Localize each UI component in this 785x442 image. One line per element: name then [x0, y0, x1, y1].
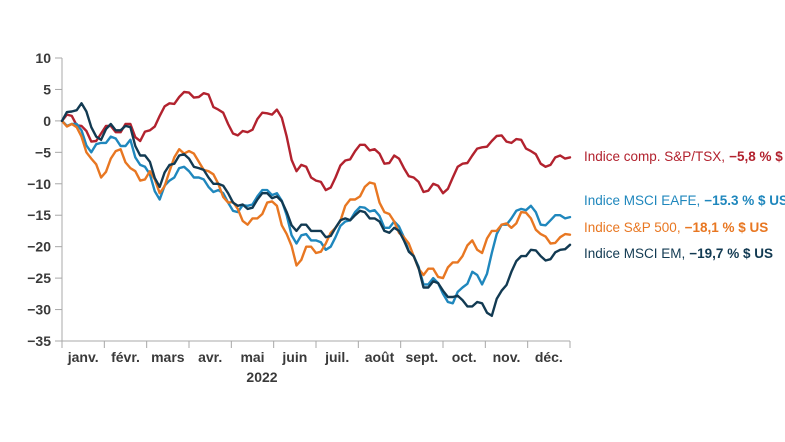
legend-value-eafe: −15.3 % $ US [704, 193, 785, 208]
y-tick-label: 10 [35, 50, 51, 66]
y-tick-label: −10 [27, 176, 51, 192]
x-tick-label: janv. [67, 349, 99, 365]
legend-item-eafe: Indice MSCI EAFE, −15.3 % $ US [584, 193, 785, 209]
x-tick-label: oct. [452, 349, 477, 365]
legend-value-sp500: −18,1 % $ US [684, 220, 769, 235]
y-tick-label: −35 [27, 333, 51, 349]
legend-item-sp500: Indice S&P 500, −18,1 % $ US [584, 220, 768, 236]
x-tick-label: févr. [111, 349, 140, 365]
y-tick-label: −15 [27, 207, 51, 223]
x-tick-label: juin [281, 349, 307, 365]
y-tick-label: −20 [27, 239, 51, 255]
y-tick-label: −5 [35, 144, 51, 160]
series-line-indice-msci-em [60, 102, 572, 317]
x-tick-label: mars [151, 349, 185, 365]
series-line-indice-comp-s-p-tsx [60, 90, 572, 195]
legend-item-em: Indice MSCI EM, −19,7 % $ US [584, 246, 773, 262]
legend-label-eafe: Indice MSCI EAFE, [584, 193, 701, 208]
x-tick-label: août [365, 349, 395, 365]
y-tick-label: 0 [43, 113, 51, 129]
x-tick-label: mai [240, 349, 264, 365]
legend-value-em: −19,7 % $ US [689, 246, 773, 261]
x-tick-label: déc. [535, 349, 563, 365]
x-tick-label: avr. [198, 349, 222, 365]
x-tick-label: nov. [493, 349, 521, 365]
y-tick-label: 5 [43, 81, 51, 97]
legend-label-sptsx: Indice comp. S&P/TSX, [584, 149, 726, 164]
legend-label-sp500: Indice S&P 500, [584, 220, 681, 235]
year-label: 2022 [246, 369, 277, 385]
legend-item-sptsx: Indice comp. S&P/TSX,−5,8 % $ US [584, 149, 785, 165]
x-tick-label: sept. [405, 349, 438, 365]
legend-value-sptsx: −5,8 % $ US [729, 149, 785, 164]
x-tick-label: juil. [324, 349, 349, 365]
y-tick-label: −25 [27, 270, 51, 286]
y-tick-label: −30 [27, 302, 51, 318]
series-line-indice-msci-eafe [60, 119, 572, 305]
series-line-indice-s-p-500 [60, 119, 572, 280]
legend-label-em: Indice MSCI EM, [584, 246, 686, 261]
